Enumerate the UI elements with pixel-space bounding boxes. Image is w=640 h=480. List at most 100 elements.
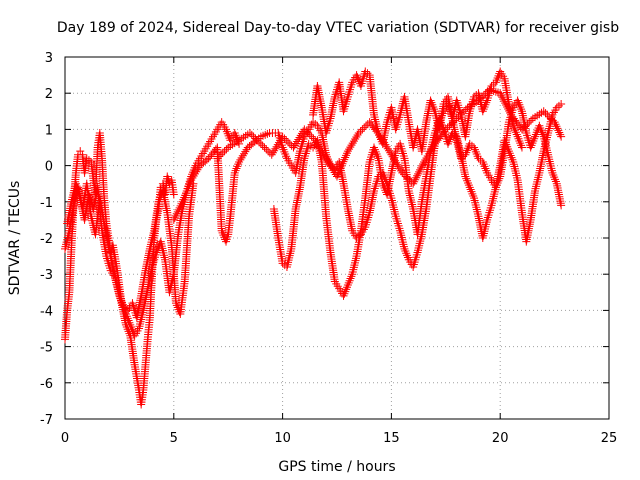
data-marker (508, 155, 517, 164)
data-marker (273, 140, 282, 149)
data-marker (490, 187, 499, 196)
data-marker (421, 174, 430, 183)
y-tick-label: 3 (45, 51, 53, 66)
data-marker (211, 127, 220, 136)
data-marker (188, 174, 197, 183)
data-marker (523, 119, 532, 128)
data-marker (482, 98, 491, 107)
data-marker (398, 235, 407, 244)
data-marker (192, 167, 201, 176)
data-marker (469, 192, 478, 201)
data-marker (348, 139, 357, 148)
data-marker (394, 162, 403, 171)
data-point (557, 132, 566, 141)
data-marker (151, 250, 160, 259)
data-marker (223, 232, 232, 241)
data-marker (193, 165, 202, 174)
data-marker (307, 132, 316, 141)
data-marker (389, 200, 398, 209)
data-marker (318, 148, 327, 157)
data-marker (482, 166, 491, 175)
data-marker (352, 254, 361, 263)
data-marker (405, 189, 414, 198)
data-marker (488, 199, 497, 208)
data-marker (347, 224, 356, 233)
data-marker (415, 239, 424, 248)
data-marker (138, 388, 147, 397)
data-marker (260, 143, 269, 152)
data-marker (175, 203, 184, 212)
data-marker (551, 177, 560, 186)
data-marker (421, 155, 430, 164)
data-marker (412, 173, 421, 182)
data-marker (174, 205, 183, 214)
data-marker (291, 139, 300, 148)
data-marker (539, 149, 548, 158)
data-marker (234, 160, 243, 169)
data-point (557, 100, 566, 109)
data-point (213, 154, 222, 163)
data-marker (339, 177, 348, 186)
y-tick-label: -4 (40, 304, 53, 319)
data-marker (414, 169, 423, 178)
data-marker (527, 116, 536, 125)
data-point (256, 139, 265, 148)
data-marker (408, 202, 417, 211)
data-marker (286, 247, 295, 256)
data-marker (370, 113, 379, 122)
data-marker (418, 161, 427, 170)
data-point (354, 129, 363, 138)
data-marker (135, 322, 144, 331)
data-marker (545, 155, 554, 164)
data-marker (347, 141, 356, 150)
data-marker (278, 257, 287, 266)
data-marker (556, 199, 565, 208)
data-marker (109, 271, 118, 280)
data-marker (317, 146, 326, 155)
data-marker (545, 157, 554, 166)
data-marker (554, 101, 563, 110)
data-marker (285, 253, 294, 262)
data-marker (422, 153, 431, 162)
x-axis-title: GPS time / hours (278, 459, 395, 475)
data-point (409, 179, 418, 188)
data-marker (392, 158, 401, 167)
data-marker (295, 185, 304, 194)
data-marker (342, 151, 351, 160)
data-marker (343, 283, 352, 292)
data-marker (312, 138, 321, 147)
data-marker (395, 113, 404, 122)
data-marker (311, 119, 320, 128)
data-marker (470, 196, 479, 205)
data-point (322, 154, 331, 163)
data-marker (439, 129, 448, 138)
data-point (387, 150, 396, 159)
data-marker (486, 173, 495, 182)
data-marker (424, 149, 433, 158)
data-marker (511, 169, 520, 178)
data-series (61, 67, 566, 409)
data-marker (545, 124, 554, 133)
data-marker (472, 203, 481, 212)
data-marker (423, 151, 432, 160)
data-marker (517, 105, 526, 114)
data-marker (349, 265, 358, 274)
data-marker (538, 130, 547, 139)
data-marker (378, 177, 387, 186)
y-tick-label: -3 (40, 268, 53, 283)
data-marker (464, 181, 473, 190)
data-marker (319, 150, 328, 159)
data-marker (530, 189, 539, 198)
data-marker (426, 147, 435, 156)
data-marker (282, 136, 291, 145)
data-marker (271, 144, 280, 153)
data-marker (488, 196, 497, 205)
data-marker (404, 184, 413, 193)
data-marker (145, 247, 154, 256)
y-tick-label: 1 (45, 123, 53, 138)
data-marker (471, 200, 480, 209)
x-tick-label: 5 (170, 431, 178, 446)
data-marker (313, 140, 322, 149)
data-marker (216, 150, 225, 159)
data-marker (237, 153, 246, 162)
